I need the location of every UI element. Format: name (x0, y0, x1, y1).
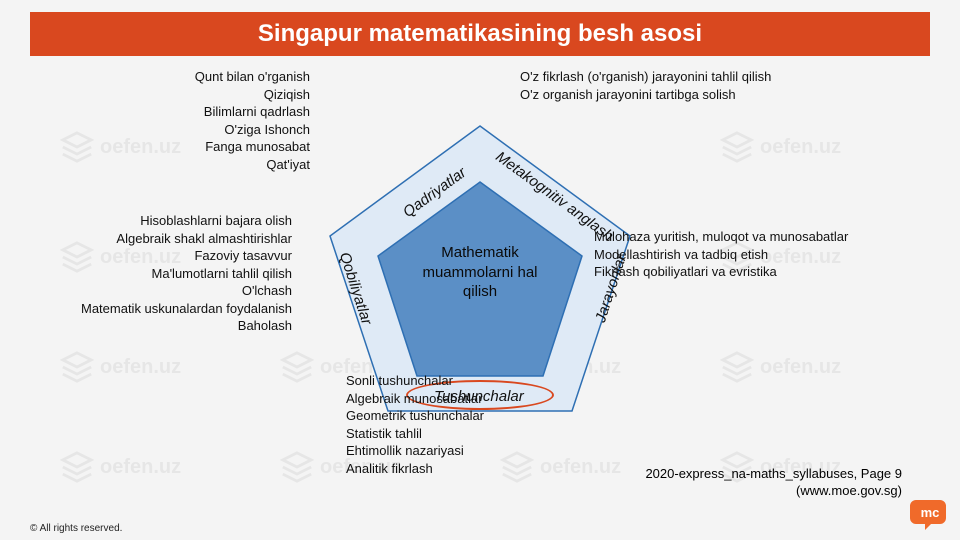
citation: 2020-express_na-maths_syllabuses, Page 9… (645, 465, 902, 500)
block-bottom: Sonli tushunchalarAlgebraik munosabatlar… (346, 372, 606, 477)
logo-icon: mc (910, 498, 950, 532)
title-bar: Singapur matematikasining besh asosi (30, 12, 930, 56)
block-top-left: Qunt bilan o'rganishQiziqishBilimlarni q… (60, 68, 310, 173)
content-area: Mathematik muammolarni hal qilish Qadriy… (30, 60, 930, 508)
block-mid-right: Mulohaza yuritish, muloqot va munosabatl… (594, 228, 934, 281)
block-top-right: O'z fikrlash (o'rganish) jarayonini tahl… (520, 68, 880, 103)
center-label: Mathematik muammolarni hal qilish (405, 243, 555, 302)
slide-root: oefen.uzoefen.uzoefen.uzoefen.uzoefen.uz… (0, 0, 960, 540)
footer-copyright: © All rights reserved. (30, 523, 122, 534)
slide-title: Singapur matematikasining besh asosi (258, 20, 702, 48)
svg-text:mc: mc (921, 505, 940, 520)
block-mid-left: Hisoblashlarni bajara olishAlgebraik sha… (30, 212, 292, 335)
